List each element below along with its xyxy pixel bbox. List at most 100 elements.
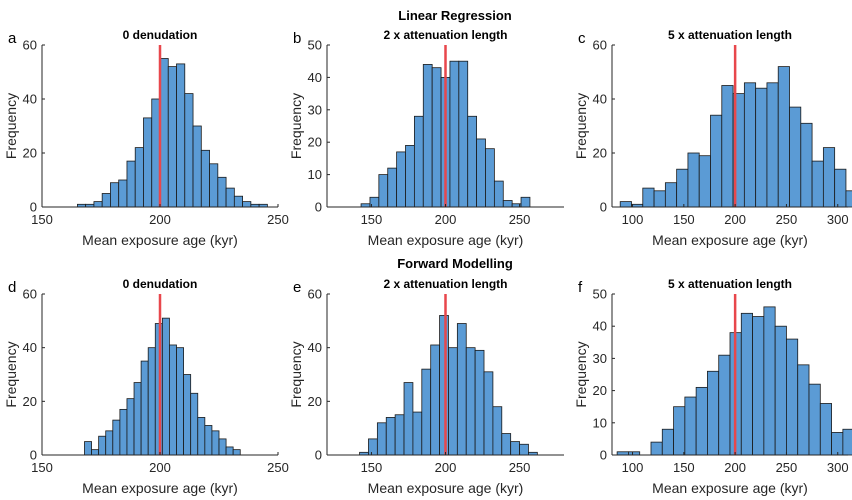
y-tick-label: 30 xyxy=(308,102,322,117)
histogram-bar xyxy=(197,417,206,456)
histogram-bar xyxy=(774,325,787,456)
x-axis-label: Mean exposure age (kyr) xyxy=(368,480,524,496)
y-axis-label: Frequency xyxy=(573,93,589,159)
y-tick-label: 40 xyxy=(593,92,607,107)
y-tick-label: 40 xyxy=(593,319,607,334)
histogram-bar xyxy=(502,200,513,208)
histogram-bar xyxy=(430,344,440,456)
histogram-bar xyxy=(93,201,103,208)
x-tick-label: 250 xyxy=(509,212,531,227)
histogram-bar xyxy=(133,382,142,456)
histogram-bar xyxy=(786,338,799,456)
histogram-bar xyxy=(619,201,632,208)
histogram-bar xyxy=(808,383,821,456)
panel-title: 5 x attenuation length xyxy=(668,277,792,291)
y-tick-label: 0 xyxy=(315,448,322,463)
histogram-bar xyxy=(110,182,120,208)
y-tick-label: 40 xyxy=(308,70,322,85)
x-tick-label: 200 xyxy=(724,212,746,227)
histogram-bar xyxy=(376,422,387,456)
x-axis-label: Mean exposure age (kyr) xyxy=(368,232,524,248)
histogram-bar xyxy=(209,163,219,208)
histogram-bar xyxy=(403,382,414,456)
histogram-bar xyxy=(183,374,192,456)
y-tick-label: 20 xyxy=(23,146,37,161)
histogram-bar xyxy=(483,371,494,456)
histogram-bar xyxy=(831,432,844,456)
histogram-bar xyxy=(217,176,227,208)
y-tick-label: 60 xyxy=(593,38,607,53)
histogram-bar xyxy=(91,449,100,456)
histogram-bar xyxy=(763,306,776,456)
histogram-bar xyxy=(232,449,241,456)
panel-title: 5 x attenuation length xyxy=(668,28,792,42)
histogram-bar xyxy=(676,168,689,208)
y-axis-label: Frequency xyxy=(3,341,19,407)
histogram-bar xyxy=(431,67,442,208)
x-tick-label: 200 xyxy=(149,212,171,227)
y-tick-label: 40 xyxy=(23,92,37,107)
x-tick-label: 100 xyxy=(622,460,644,475)
panel-title: 2 x attenuation length xyxy=(383,277,507,291)
histogram-bar xyxy=(225,446,234,456)
histogram-bar xyxy=(439,315,449,456)
histogram-bar xyxy=(140,360,149,456)
histogram-bar xyxy=(789,106,802,208)
histogram-bar xyxy=(797,364,810,456)
panel-title: 0 denudation xyxy=(123,28,198,42)
histogram-bar xyxy=(777,66,790,208)
panel-letter: c xyxy=(578,30,586,47)
histogram-bar xyxy=(766,82,779,208)
panel-letter: e xyxy=(293,279,301,296)
histogram-bar xyxy=(519,443,529,456)
y-tick-label: 20 xyxy=(23,394,37,409)
x-tick-label: 200 xyxy=(724,460,746,475)
histogram-bar xyxy=(684,396,697,456)
histogram-bar xyxy=(456,323,467,456)
x-tick-label: 200 xyxy=(435,460,457,475)
histogram-bar xyxy=(520,196,531,208)
y-tick-label: 20 xyxy=(308,135,322,150)
histogram-bar xyxy=(721,85,734,208)
x-tick-label: 100 xyxy=(622,212,644,227)
section-title-linear-regression: Linear Regression xyxy=(398,8,511,23)
histogram-bar xyxy=(167,66,177,208)
histogram-bar xyxy=(467,115,478,208)
y-tick-label: 60 xyxy=(308,287,322,302)
panel-c: 100 150 200 250 300 0 20 40 60 Mean exposure age … xyxy=(573,28,852,248)
x-tick-label: 250 xyxy=(509,460,531,475)
y-tick-label: 20 xyxy=(593,146,607,161)
histogram-bar xyxy=(105,430,114,456)
histogram-bar xyxy=(707,370,720,456)
y-tick-label: 0 xyxy=(30,200,37,215)
histogram-bar xyxy=(710,114,723,208)
histogram-bar xyxy=(743,82,757,208)
y-tick-label: 0 xyxy=(600,448,607,463)
panel-e: 150 200 250 0 20 40 60 Mean exposure age (kyr) F… xyxy=(288,277,564,496)
histogram-bar xyxy=(378,174,389,208)
panel-letter: b xyxy=(293,30,301,47)
y-tick-label: 20 xyxy=(593,383,607,398)
histogram-bar xyxy=(501,433,512,456)
histogram-bar xyxy=(485,148,495,208)
panel-letter: d xyxy=(8,279,16,296)
x-tick-label: 200 xyxy=(149,460,171,475)
histogram-bar xyxy=(822,147,836,208)
histogram-bar xyxy=(126,398,135,456)
histogram-bar xyxy=(718,354,731,456)
y-tick-label: 40 xyxy=(23,340,37,355)
histogram-bar xyxy=(845,190,852,208)
panel-letter: a xyxy=(8,30,17,47)
histogram-bar xyxy=(192,125,202,208)
y-axis-label: Frequency xyxy=(288,93,304,159)
histogram-bar xyxy=(200,149,210,208)
y-tick-label: 20 xyxy=(308,394,322,409)
x-tick-label: 150 xyxy=(361,212,383,227)
histogram-bar xyxy=(134,147,144,208)
y-tick-label: 10 xyxy=(593,415,607,430)
x-tick-label: 150 xyxy=(31,212,53,227)
panel-a: 150 200 250 0 20 40 60 Mean exposure age (kyr) F… xyxy=(3,28,289,248)
histogram-bar xyxy=(811,160,824,208)
histogram-bar xyxy=(405,145,415,208)
